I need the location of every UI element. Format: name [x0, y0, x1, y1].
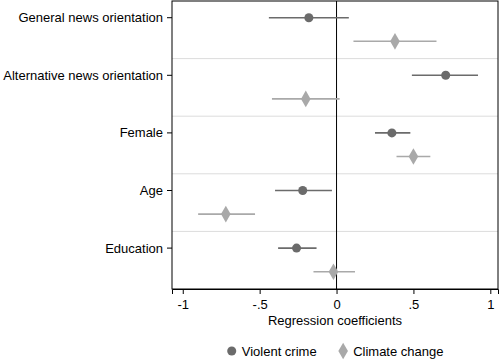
x-tick: -1 — [177, 289, 189, 312]
point — [221, 206, 231, 223]
series — [269, 13, 478, 252]
chart: -1 -.5 0 .5 1 General news orientation Alterna… — [0, 0, 500, 363]
x-tick: 1 — [487, 289, 494, 312]
y-tick: Alternative news orientation — [3, 68, 172, 83]
x-tick-label: 0 — [333, 297, 340, 312]
marks — [198, 13, 478, 280]
x-tick-mark — [490, 289, 491, 294]
point — [387, 128, 396, 137]
point — [390, 33, 400, 50]
legend: Violent crime Climate change — [227, 343, 443, 360]
x-tick: 0 — [333, 289, 340, 312]
x-tick-mark — [413, 289, 414, 294]
band-separator — [172, 173, 498, 174]
x-tick: -.5 — [253, 289, 268, 312]
x-tick-mark — [260, 289, 261, 294]
legend-symbol — [227, 346, 236, 355]
x-tick-mark — [337, 289, 338, 294]
legend-label: Violent crime — [242, 344, 317, 359]
y-tick-label: Education — [105, 241, 163, 256]
y-tick-mark — [167, 75, 172, 76]
point — [292, 244, 301, 253]
band-separator — [172, 58, 498, 59]
legend-label: Climate change — [353, 344, 443, 359]
point — [409, 148, 419, 165]
y-tick-label: Age — [140, 183, 163, 198]
legend-symbol — [338, 343, 348, 360]
y-tick-label: General news orientation — [18, 10, 163, 25]
point — [298, 186, 307, 195]
band-separator — [172, 116, 498, 117]
x-tick-label: -.5 — [253, 297, 268, 312]
x-tick: .5 — [409, 289, 420, 312]
y-axis: General news orientation Alternative news… — [3, 10, 172, 255]
band-separators — [172, 59, 498, 232]
y-tick-mark — [167, 248, 172, 249]
x-axis: -1 -.5 0 .5 1 — [173, 289, 499, 312]
x-tick-mark — [183, 289, 184, 294]
plot: -1 -.5 0 .5 1 General news orientation Alterna… — [3, 1, 498, 312]
band-separator — [172, 231, 498, 232]
x-axis-title: Regression coefficients — [268, 313, 403, 328]
point — [301, 91, 311, 108]
y-tick-label: Alternative news orientation — [3, 68, 163, 83]
y-tick-mark — [167, 190, 172, 191]
point — [304, 13, 313, 22]
y-tick: Age — [140, 183, 172, 198]
x-tick-label: -1 — [177, 297, 189, 312]
point — [441, 71, 450, 80]
plot-frame — [172, 1, 498, 289]
series — [198, 33, 436, 280]
y-tick: Education — [105, 241, 172, 256]
y-tick-mark — [167, 17, 172, 18]
x-axis-line — [173, 290, 499, 295]
legend-item: Climate change — [338, 343, 443, 360]
legend-item: Violent crime — [227, 344, 316, 359]
y-tick: Female — [120, 125, 172, 140]
x-tick-label: .5 — [409, 297, 420, 312]
point — [329, 263, 339, 280]
y-tick-label: Female — [120, 125, 163, 140]
x-tick-label: 1 — [487, 297, 494, 312]
reference-line — [336, 1, 337, 289]
y-tick-mark — [167, 132, 172, 133]
y-tick: General news orientation — [18, 10, 172, 25]
